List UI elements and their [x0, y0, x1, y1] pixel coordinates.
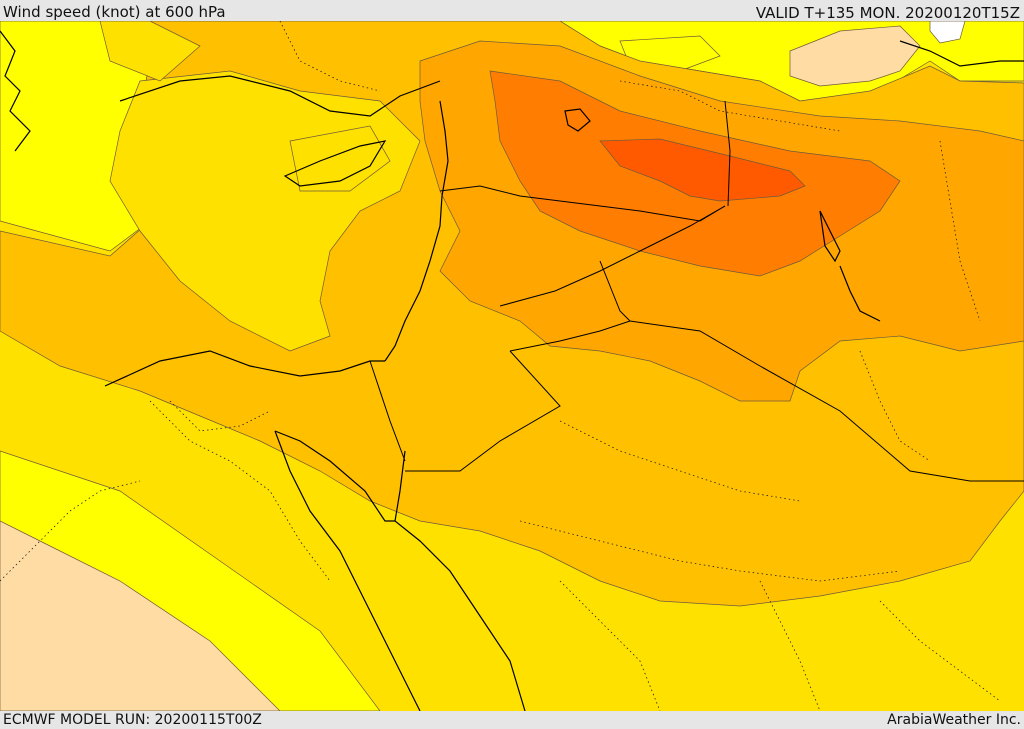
coastline-levant [384, 100, 449, 362]
coastlines [0, 30, 1024, 711]
coastline-red-sea-west [274, 430, 421, 711]
band-light-southwest [0, 520, 281, 711]
admin-boundary [879, 600, 1001, 702]
lake-van [564, 108, 591, 132]
admin-boundary [0, 480, 141, 582]
admin-boundary [149, 400, 331, 582]
map-title: Wind speed (knot) at 600 hPa [3, 3, 226, 21]
admin-boundary [939, 140, 981, 322]
map-header: Wind speed (knot) at 600 hPa VALID T+135… [0, 0, 1024, 22]
band-max [599, 138, 806, 202]
band-moderate-cyprus [289, 125, 391, 192]
band-moderate-north [99, 21, 201, 82]
coastline-cyprus [283, 140, 387, 187]
band-light-north [789, 25, 921, 87]
valid-time: VALID T+135 MON. 20200120T15Z [755, 4, 1020, 22]
admin-boundaries [0, 21, 1001, 711]
border-syria-iraq [499, 205, 726, 307]
admin-boundary [169, 400, 271, 432]
border-syria-jordan [599, 260, 631, 322]
model-run: ECMWF MODEL RUN: 20200115T00Z [3, 712, 262, 728]
band-calm-northeast [929, 21, 966, 44]
lake-urmia [819, 210, 841, 263]
persian-gulf-coast [839, 265, 881, 322]
admin-boundary [559, 580, 661, 711]
coastline-aegean [0, 30, 31, 152]
borders [369, 100, 1024, 482]
border-egypt-israel [369, 360, 406, 462]
border-jordan-saudi [405, 350, 561, 472]
weather-map[interactable] [0, 21, 1024, 711]
coastline-north-africa [104, 350, 385, 387]
coastline-red-sea-east [394, 450, 526, 711]
coastline-anatolia [119, 75, 441, 117]
caspian-coast [899, 40, 1024, 67]
border-turkey-syria [439, 185, 726, 222]
coastline-sinai [274, 430, 395, 522]
admin-boundary [619, 80, 841, 132]
credit: ArabiaWeather Inc. [887, 712, 1021, 728]
map-footer: ECMWF MODEL RUN: 20200115T00Z ArabiaWeat… [0, 711, 1024, 729]
admin-boundary [519, 520, 901, 582]
wind-speed-map [0, 21, 1024, 711]
border-iran-iraq [724, 100, 731, 207]
border-iraq-saudi [509, 320, 1024, 482]
